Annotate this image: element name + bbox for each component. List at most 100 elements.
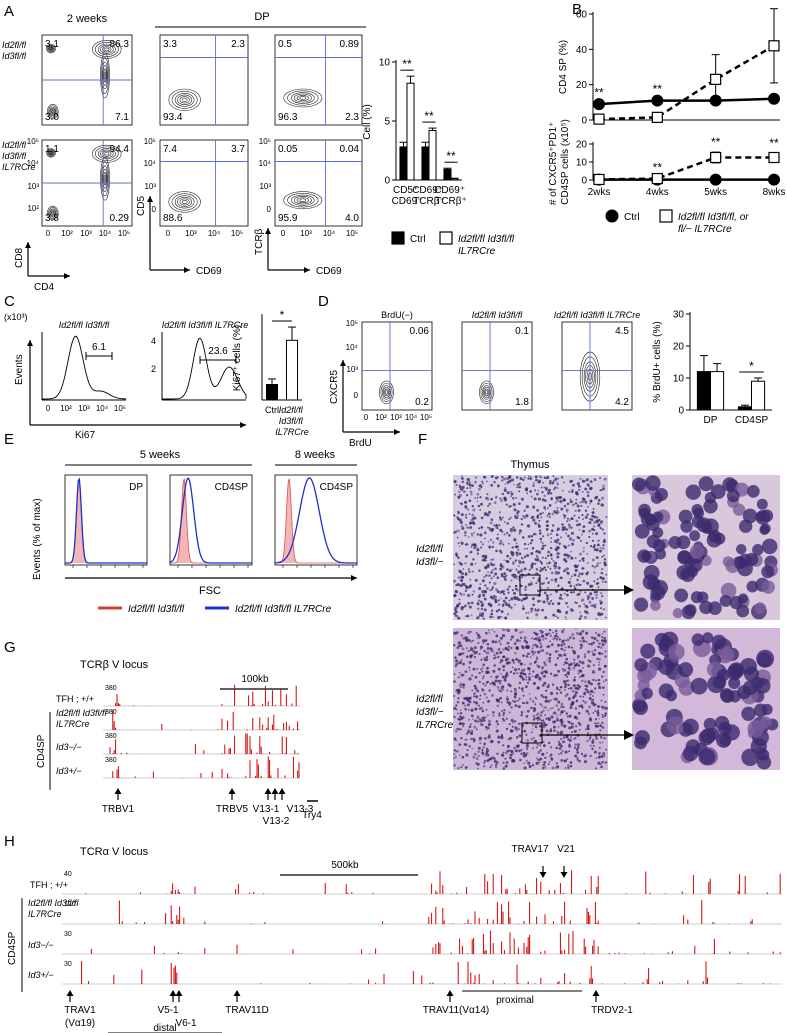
cell [598,741,602,744]
cell [482,617,485,620]
contour [181,97,188,102]
cell [508,737,512,740]
contour [171,90,198,109]
error-bar [399,141,408,147]
cell [601,721,604,724]
cell [546,565,550,569]
cell [480,724,483,726]
cell [500,610,504,614]
tick-label: 0 [267,205,272,214]
cell [465,655,469,659]
cell [518,686,521,689]
cell [544,663,547,667]
cell [539,757,543,761]
panel-label: G [4,639,16,656]
cell [503,533,506,536]
cell [508,479,512,483]
tick-label: 0 [281,229,286,238]
cell [483,597,487,601]
cell [676,565,692,580]
cell [596,520,600,523]
significance: ** [424,109,434,123]
contour [47,150,54,156]
cell [601,580,604,583]
cell [458,598,461,601]
cell [462,636,466,640]
cell [545,577,548,580]
cell [596,639,599,642]
cell [601,726,605,729]
axis-label: Events [14,354,25,385]
cell [568,519,571,521]
cell [527,543,530,546]
cell [535,609,539,612]
cell [502,712,506,715]
text-line: IL7RCre [2,162,36,172]
arrow-head [304,267,310,273]
cell [466,526,469,529]
cell [588,535,591,539]
cell [469,654,473,658]
bar [696,371,712,411]
cell [479,717,481,720]
cell [585,502,588,505]
tick-label: 10⁵ [259,137,271,146]
cell [527,477,530,480]
cell [457,510,460,513]
flow-plot [274,34,363,126]
cell [518,532,521,535]
cell [557,477,560,480]
cell [481,751,484,754]
cell [521,560,525,564]
cell [581,491,584,493]
cell [569,550,572,553]
contour [299,198,307,202]
cell [453,737,457,740]
cell [561,641,564,644]
text-line: IL7RCre [275,427,309,437]
tick-label: 4 [151,336,156,346]
cell [561,749,564,753]
cell [464,636,469,640]
cell [516,745,520,749]
cell [470,601,474,605]
text-line: IL7RCre [28,909,62,919]
cell [485,587,489,591]
cell [597,682,601,686]
contour [46,43,56,54]
cell [523,762,526,765]
cell [535,713,538,716]
legend-marker [391,231,405,245]
significance: ** [769,136,779,150]
cell [503,559,506,562]
cell [481,667,484,669]
cell [592,745,595,748]
cell [551,683,555,686]
cell [544,695,548,699]
gene-label: Try4 [302,810,322,821]
cell [552,712,555,715]
cell [490,675,493,678]
cell [594,515,598,519]
cell [595,532,599,536]
cell [493,654,496,657]
tick-label: 10⁵ [231,229,243,238]
cell [464,514,467,516]
cell [575,583,578,586]
cell [478,485,481,487]
cell [598,746,601,749]
cell [542,709,545,713]
cell [530,607,534,611]
cell [468,719,470,721]
cell [464,572,468,576]
cell [496,686,500,689]
cell [518,552,522,556]
cell [516,589,519,592]
cell [471,504,475,508]
cell [468,669,471,672]
cell [539,714,543,717]
histogram [162,337,247,400]
error-bar [428,127,437,131]
y-tick-label: 0 [581,176,587,187]
cell [490,475,494,478]
